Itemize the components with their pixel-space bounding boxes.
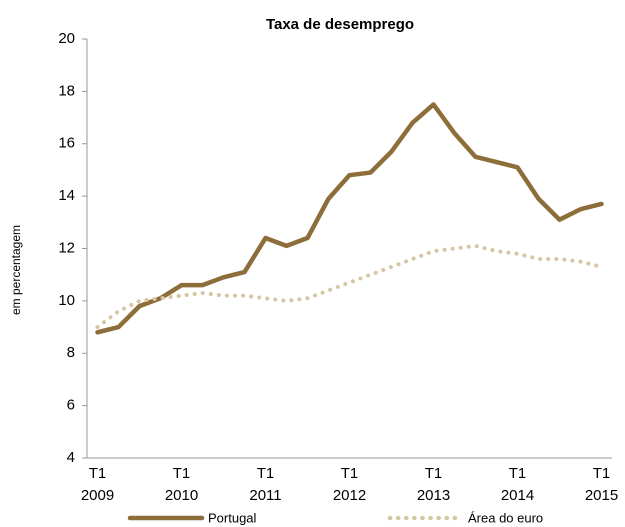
line-series	[95, 102, 604, 335]
y-tick-label: 12	[58, 239, 75, 256]
chart-title: Taxa de desemprego	[266, 16, 414, 33]
x-tick-label: T1 2009	[81, 465, 114, 504]
y-tick-label: 14	[58, 187, 75, 204]
y-tick-label: 6	[67, 397, 75, 414]
legend-label: Portugal	[208, 510, 257, 525]
y-axis-label: em percentagem	[9, 225, 23, 315]
y-tick-label: 20	[58, 30, 75, 47]
y-tick-label: 18	[58, 82, 75, 99]
legend-label: Área do euro	[468, 510, 543, 525]
x-tick-label: T1 2015	[585, 465, 618, 504]
line-series	[95, 243, 604, 330]
y-tick-label: 8	[67, 344, 75, 361]
x-tick-label: T1 2014	[501, 465, 534, 504]
y-tick-label: 10	[58, 292, 75, 309]
y-tick-label: 16	[58, 135, 75, 152]
x-tick-label: T1 2013	[417, 465, 450, 504]
x-tick-label: T1 2010	[165, 465, 198, 504]
y-tick-label: 4	[67, 449, 75, 466]
x-tick-label: T1 2011	[249, 465, 281, 504]
x-tick-label: T1 2012	[333, 465, 366, 504]
